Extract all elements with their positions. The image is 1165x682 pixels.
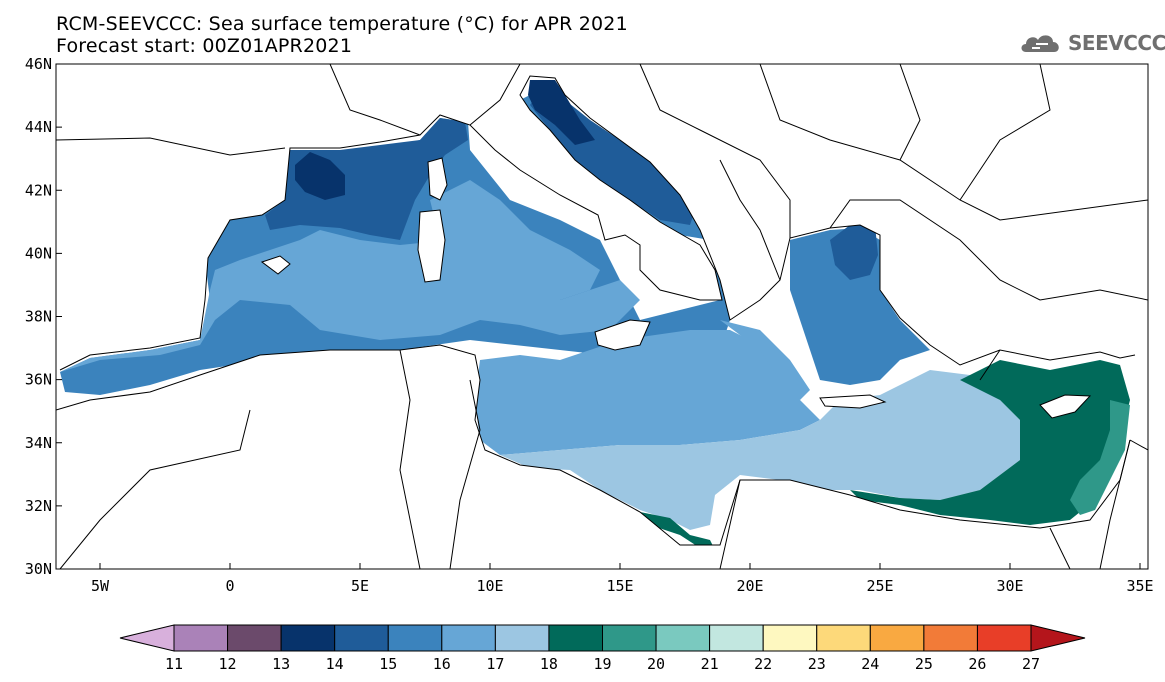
colorbar-max-arrow bbox=[1030, 624, 1086, 652]
coastlines-borders bbox=[56, 64, 1148, 569]
colorbar-label: 15 bbox=[379, 655, 397, 673]
colorbar-swatch bbox=[655, 624, 711, 652]
colorbar-label: 16 bbox=[433, 655, 451, 673]
sst-fields bbox=[60, 80, 1130, 550]
coastline-corsica bbox=[427, 157, 448, 201]
longitude-axis: 5W 0 5E 10E 15E 20E 25E 30E 35E bbox=[91, 563, 1154, 595]
sst-region-16-aegean bbox=[790, 228, 930, 385]
colorbar-swatch bbox=[173, 624, 229, 652]
colorbar-swatch bbox=[976, 624, 1032, 652]
map-plot-area bbox=[56, 64, 1148, 569]
lat-tick-label: 46N bbox=[25, 55, 52, 73]
colorbar-swatch bbox=[923, 624, 978, 652]
colorbar-label: 11 bbox=[165, 655, 183, 673]
colorbar: 11 12 13 14 15 16 17 18 19 20 21 22 23 24 25 26 27 bbox=[119, 624, 1086, 673]
colorbar-swatch bbox=[441, 624, 496, 652]
colorbar-min-arrow bbox=[119, 624, 175, 652]
lon-tick-label: 5E bbox=[351, 577, 369, 595]
land-masses bbox=[56, 64, 1148, 569]
lat-tick-label: 40N bbox=[25, 244, 52, 262]
forecast-start-subtitle: Forecast start: 00Z01APR2021 bbox=[56, 35, 353, 57]
lon-tick-label: 15E bbox=[606, 577, 633, 595]
land-europe bbox=[56, 64, 1148, 370]
coastline-europe bbox=[59, 75, 1136, 371]
coastline-crete bbox=[819, 394, 887, 409]
colorbar-label: 18 bbox=[540, 655, 558, 673]
colorbar-label: 19 bbox=[593, 655, 611, 673]
logo-text: SEEVCCC bbox=[1068, 31, 1165, 55]
colorbar-swatch bbox=[227, 624, 282, 652]
lat-tick-label: 44N bbox=[25, 118, 52, 136]
cloud-logo-icon bbox=[1021, 35, 1059, 52]
sst-region-14-adriatic bbox=[528, 80, 595, 145]
lat-tick-label: 36N bbox=[25, 371, 52, 389]
colorbar-label: 20 bbox=[647, 655, 665, 673]
seevccc-logo: SEEVCCC bbox=[1018, 28, 1165, 58]
land-africa bbox=[56, 345, 1148, 569]
coastline-mallorca bbox=[260, 255, 291, 275]
border-lines bbox=[56, 64, 1148, 569]
land-malta bbox=[512, 347, 520, 355]
colorbar-label: 26 bbox=[968, 655, 986, 673]
colorbar-swatch bbox=[548, 624, 603, 652]
colorbar-swatch bbox=[816, 624, 871, 652]
colorbar-label: 13 bbox=[272, 655, 290, 673]
colorbar-swatch bbox=[762, 624, 818, 652]
lon-tick-label: 20E bbox=[736, 577, 763, 595]
colorbar-label: 25 bbox=[915, 655, 933, 673]
colorbar-swatch bbox=[280, 624, 336, 652]
lat-tick-label: 30N bbox=[25, 560, 52, 578]
sst-region-19-libya bbox=[640, 512, 715, 550]
lon-tick-label: 5W bbox=[91, 577, 110, 595]
sst-region-18-east bbox=[500, 370, 1020, 530]
lat-tick-label: 34N bbox=[25, 434, 52, 452]
lon-tick-label: 10E bbox=[476, 577, 503, 595]
map-title: RCM-SEEVCCC: Sea surface temperature (°C… bbox=[56, 13, 628, 35]
colorbar-swatch bbox=[494, 624, 550, 652]
sst-region-15-lion bbox=[265, 118, 468, 240]
lon-tick-label: 35E bbox=[1126, 577, 1153, 595]
colorbar-label: 21 bbox=[701, 655, 719, 673]
colorbar-swatch bbox=[387, 624, 443, 652]
sst-region-17-tyrr bbox=[430, 180, 600, 300]
lat-tick-label: 38N bbox=[25, 308, 52, 326]
lon-tick-label: 25E bbox=[866, 577, 893, 595]
sst-region-17-ionian bbox=[720, 320, 810, 400]
colorbar-label: 14 bbox=[326, 655, 344, 673]
coastline-sardinia bbox=[417, 209, 446, 283]
land-corsica bbox=[428, 158, 447, 200]
latitude-axis: 46N 44N 42N 40N 38N 36N 34N 32N 30N bbox=[25, 55, 62, 578]
colorbar-label: 12 bbox=[219, 655, 237, 673]
land-cyprus bbox=[1040, 395, 1090, 418]
land-sardinia bbox=[418, 210, 445, 282]
land-crete bbox=[820, 395, 885, 408]
lon-tick-label: 30E bbox=[996, 577, 1023, 595]
colorbar-swatch bbox=[709, 624, 764, 652]
colorbar-swatch bbox=[334, 624, 389, 652]
colorbar-label: 23 bbox=[808, 655, 826, 673]
lat-tick-label: 42N bbox=[25, 181, 52, 199]
lon-tick-label: 0 bbox=[225, 577, 234, 595]
coastline-sicily bbox=[594, 319, 651, 351]
coastline-cyprus bbox=[1039, 394, 1092, 419]
colorbar-label: 22 bbox=[754, 655, 772, 673]
colorbar-label: 24 bbox=[861, 655, 879, 673]
colorbar-swatch bbox=[602, 624, 657, 652]
sst-region-17-central bbox=[475, 330, 820, 455]
coastline-africa bbox=[56, 344, 1131, 546]
colorbar-label: 27 bbox=[1022, 655, 1040, 673]
sst-region-14-lion bbox=[295, 152, 345, 200]
colorbar-swatch bbox=[869, 624, 925, 652]
sst-region-15-aegean bbox=[830, 225, 878, 280]
colorbar-label: 17 bbox=[486, 655, 504, 673]
lat-tick-label: 32N bbox=[25, 497, 52, 515]
sst-region-20-levant-coast bbox=[1070, 400, 1130, 515]
